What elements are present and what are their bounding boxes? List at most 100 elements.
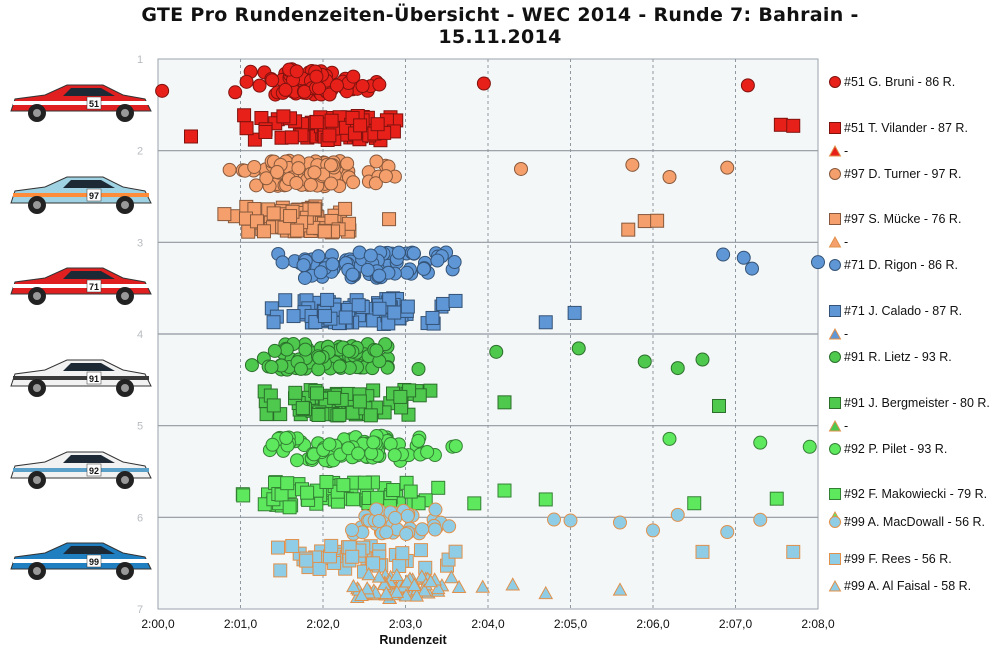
series-15	[344, 502, 768, 542]
data-point	[637, 214, 652, 229]
legend-marker	[829, 305, 841, 318]
car-image-71: 71	[10, 267, 152, 306]
legend-item: #51 T. Vilander - 87 R.	[828, 119, 968, 137]
series-13	[235, 474, 784, 515]
data-point	[423, 573, 439, 588]
data-point	[773, 117, 788, 132]
car-stripe	[13, 284, 149, 289]
legend-item: #51 G. Bruni - 86 R.	[828, 73, 955, 91]
legend-marker	[829, 213, 841, 226]
car-hub	[33, 475, 41, 484]
series-7	[264, 291, 582, 331]
car-window	[63, 454, 115, 463]
series-10	[257, 382, 726, 423]
data-point	[448, 544, 463, 559]
data-point	[538, 492, 553, 507]
x-tick-label: 2:06,0	[636, 617, 670, 631]
data-point	[338, 310, 353, 325]
legend-label: -	[844, 143, 849, 158]
x-tick-label: 2:02,0	[306, 617, 340, 631]
data-point	[621, 222, 636, 237]
series-9	[244, 337, 710, 377]
data-point	[285, 539, 300, 554]
car-number-plate	[86, 371, 102, 385]
car-window	[63, 179, 115, 188]
data-point	[662, 170, 677, 185]
data-point	[322, 87, 337, 102]
legend-label: #51 T. Vilander - 87 R.	[844, 120, 968, 135]
data-point	[444, 570, 459, 584]
car-hub	[33, 383, 41, 392]
car-hub	[33, 108, 41, 117]
car-number: 51	[89, 99, 99, 109]
data-point	[270, 164, 285, 179]
data-point	[670, 507, 685, 522]
data-point	[389, 584, 405, 598]
car-stripe	[13, 375, 149, 380]
legend-marker-triangle-icon	[828, 580, 842, 592]
data-point	[237, 108, 252, 123]
data-point	[372, 77, 387, 92]
legend-marker	[829, 75, 841, 88]
data-point	[277, 220, 292, 235]
data-point	[352, 394, 367, 409]
data-point	[317, 309, 332, 324]
data-point	[425, 310, 440, 325]
legend-marker-circle-icon	[829, 167, 841, 180]
data-point	[547, 512, 561, 527]
chart-title-line1: GTE Pro Rundenzeiten-Übersicht - WEC 201…	[141, 4, 859, 26]
data-point	[273, 563, 288, 578]
data-point	[475, 579, 491, 593]
data-point	[346, 175, 361, 190]
data-point	[344, 523, 359, 538]
data-point	[276, 109, 291, 124]
legend-label: #92 P. Pilet - 93 R.	[844, 441, 948, 456]
data-point	[323, 158, 338, 173]
data-point	[369, 154, 384, 169]
data-point	[716, 247, 731, 262]
data-point	[319, 474, 334, 489]
data-point	[256, 224, 271, 239]
data-point	[769, 491, 784, 506]
data-point	[309, 69, 324, 84]
car-hub	[121, 200, 129, 209]
data-point	[514, 161, 528, 176]
car-stripe	[13, 559, 149, 564]
series-17	[346, 566, 628, 604]
legend-item: #99 A. Al Faisal - 58 R.	[828, 577, 971, 595]
data-point	[266, 315, 281, 330]
data-point	[753, 435, 768, 450]
data-point	[399, 527, 414, 542]
data-point	[411, 496, 426, 511]
data-point	[625, 157, 640, 172]
data-point	[290, 223, 305, 238]
data-point	[442, 519, 457, 534]
car-window	[63, 546, 115, 555]
data-point	[184, 129, 198, 144]
data-point	[467, 496, 482, 511]
car-number-plate	[86, 463, 102, 476]
data-point	[399, 265, 414, 280]
chart-title: GTE Pro Rundenzeiten-Übersicht - WEC 201…	[0, 4, 1000, 48]
y-tick-label: 4	[137, 329, 143, 341]
data-point	[299, 553, 314, 568]
data-point	[313, 265, 328, 280]
car-hub	[33, 567, 41, 576]
car-number-plate	[86, 188, 102, 201]
data-point	[239, 121, 254, 136]
data-point	[296, 258, 311, 273]
data-point	[307, 202, 322, 217]
data-point	[264, 360, 279, 375]
legend-marker-triangle-icon	[828, 419, 842, 432]
data-point	[320, 292, 335, 307]
data-point	[369, 343, 384, 358]
data-point	[291, 161, 306, 176]
data-points	[155, 62, 825, 604]
data-point	[297, 270, 312, 285]
data-point	[282, 500, 297, 515]
x-tick-label: 2:01,0	[224, 617, 258, 631]
legend-item: -	[828, 233, 848, 251]
legend-marker-triangle-icon	[828, 236, 842, 248]
data-point	[811, 255, 825, 270]
